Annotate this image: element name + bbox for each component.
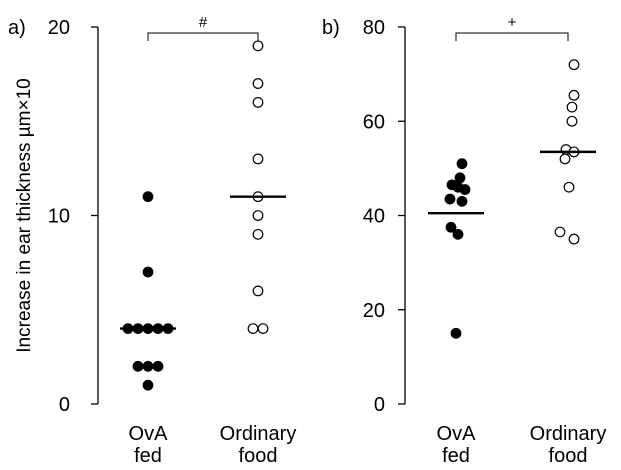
data-point-open [568,233,580,245]
category-label: OvA fed [129,423,169,467]
y-tick-label: 0 [59,394,70,416]
data-point-filled [454,172,466,184]
data-point-open [566,115,578,127]
category-label-line: Ordinary [220,423,297,445]
data-point-filled [152,360,164,372]
data-point-open [252,285,264,297]
data-point-filled [452,228,464,240]
data-point-filled [142,379,154,391]
panel-b: b) 0 20 40 60 80 + OvA fed Ordinary food [322,14,606,467]
panel-label: b) [322,17,340,39]
significance-marker: # [199,14,208,31]
data-point-filled [445,221,457,233]
data-point-open [568,59,580,71]
data-point-filled [142,360,154,372]
data-point-open [247,323,259,335]
data-point-open [559,153,571,165]
category-label-line: food [239,445,278,467]
category-label: Ordinary food [220,423,297,467]
category-label: OvA fed [437,423,477,467]
data-point-filled [459,184,471,195]
y-tick-label: 20 [48,17,70,39]
data-point-open [554,226,566,238]
y-tick-label: 20 [363,300,385,322]
data-point-open [252,40,264,52]
data-point-open [563,181,575,193]
data-point-filled [456,195,468,207]
y-tick-label: 0 [374,394,385,416]
category-label-line: fed [134,445,162,467]
data-point-filled [450,327,462,339]
data-point-open [252,228,264,240]
panel-label: a) [8,17,26,39]
data-point-filled [142,191,154,203]
data-point-open [568,89,580,101]
data-point-open [252,96,264,108]
data-point-open [252,153,264,165]
category-label-line: food [549,445,588,467]
significance-bracket [147,32,259,41]
category-label-line: Ordinary [530,423,607,445]
significance-bracket [455,32,569,41]
data-point-open [566,101,578,113]
y-tick-label: 60 [363,111,385,133]
significance-marker: + [508,14,517,31]
data-point-filled [132,360,144,372]
data-point-filled [456,158,468,170]
panel-a: a) 0 10 20 Increase in ear thickness µm×10 # O… [8,14,296,467]
category-label-line: OvA [437,423,477,445]
category-label-line: OvA [129,423,169,445]
y-tick-label: 10 [48,206,70,228]
data-point-open [252,210,264,221]
data-point-open [257,323,269,335]
y-axis-label: Increase in ear thickness µm×10 [14,78,35,352]
category-label: Ordinary food [530,423,607,467]
y-tick-label: 40 [363,206,385,228]
category-label-line: fed [442,445,470,467]
data-point-filled [142,266,154,278]
y-tick-label: 80 [363,17,385,39]
data-point-open [252,78,264,89]
data-point-filled [444,193,456,205]
